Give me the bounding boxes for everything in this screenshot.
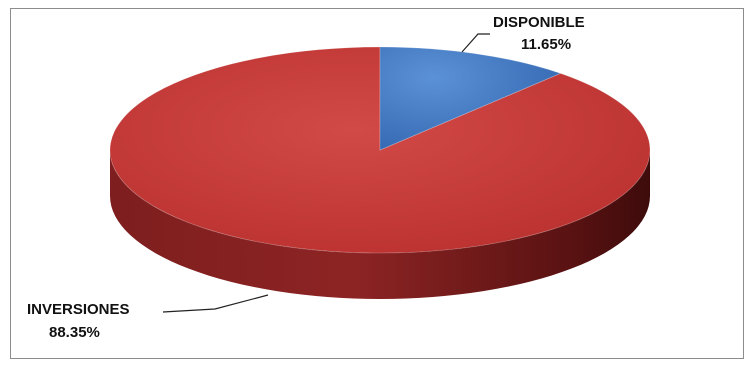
label-inversiones: INVERSIONES [27,301,130,318]
value-label-inversiones: 88.35% [49,324,100,341]
label-disponible: DISPONIBLE [493,14,585,31]
leader-line-disponible [461,33,490,53]
pie-side-wall [110,150,650,299]
value-label-disponible: 11.65% [521,36,571,53]
leader-line-inversiones [162,294,269,313]
pie-slice-inversiones [109,46,651,254]
pie-slice-disponible [379,46,562,151]
